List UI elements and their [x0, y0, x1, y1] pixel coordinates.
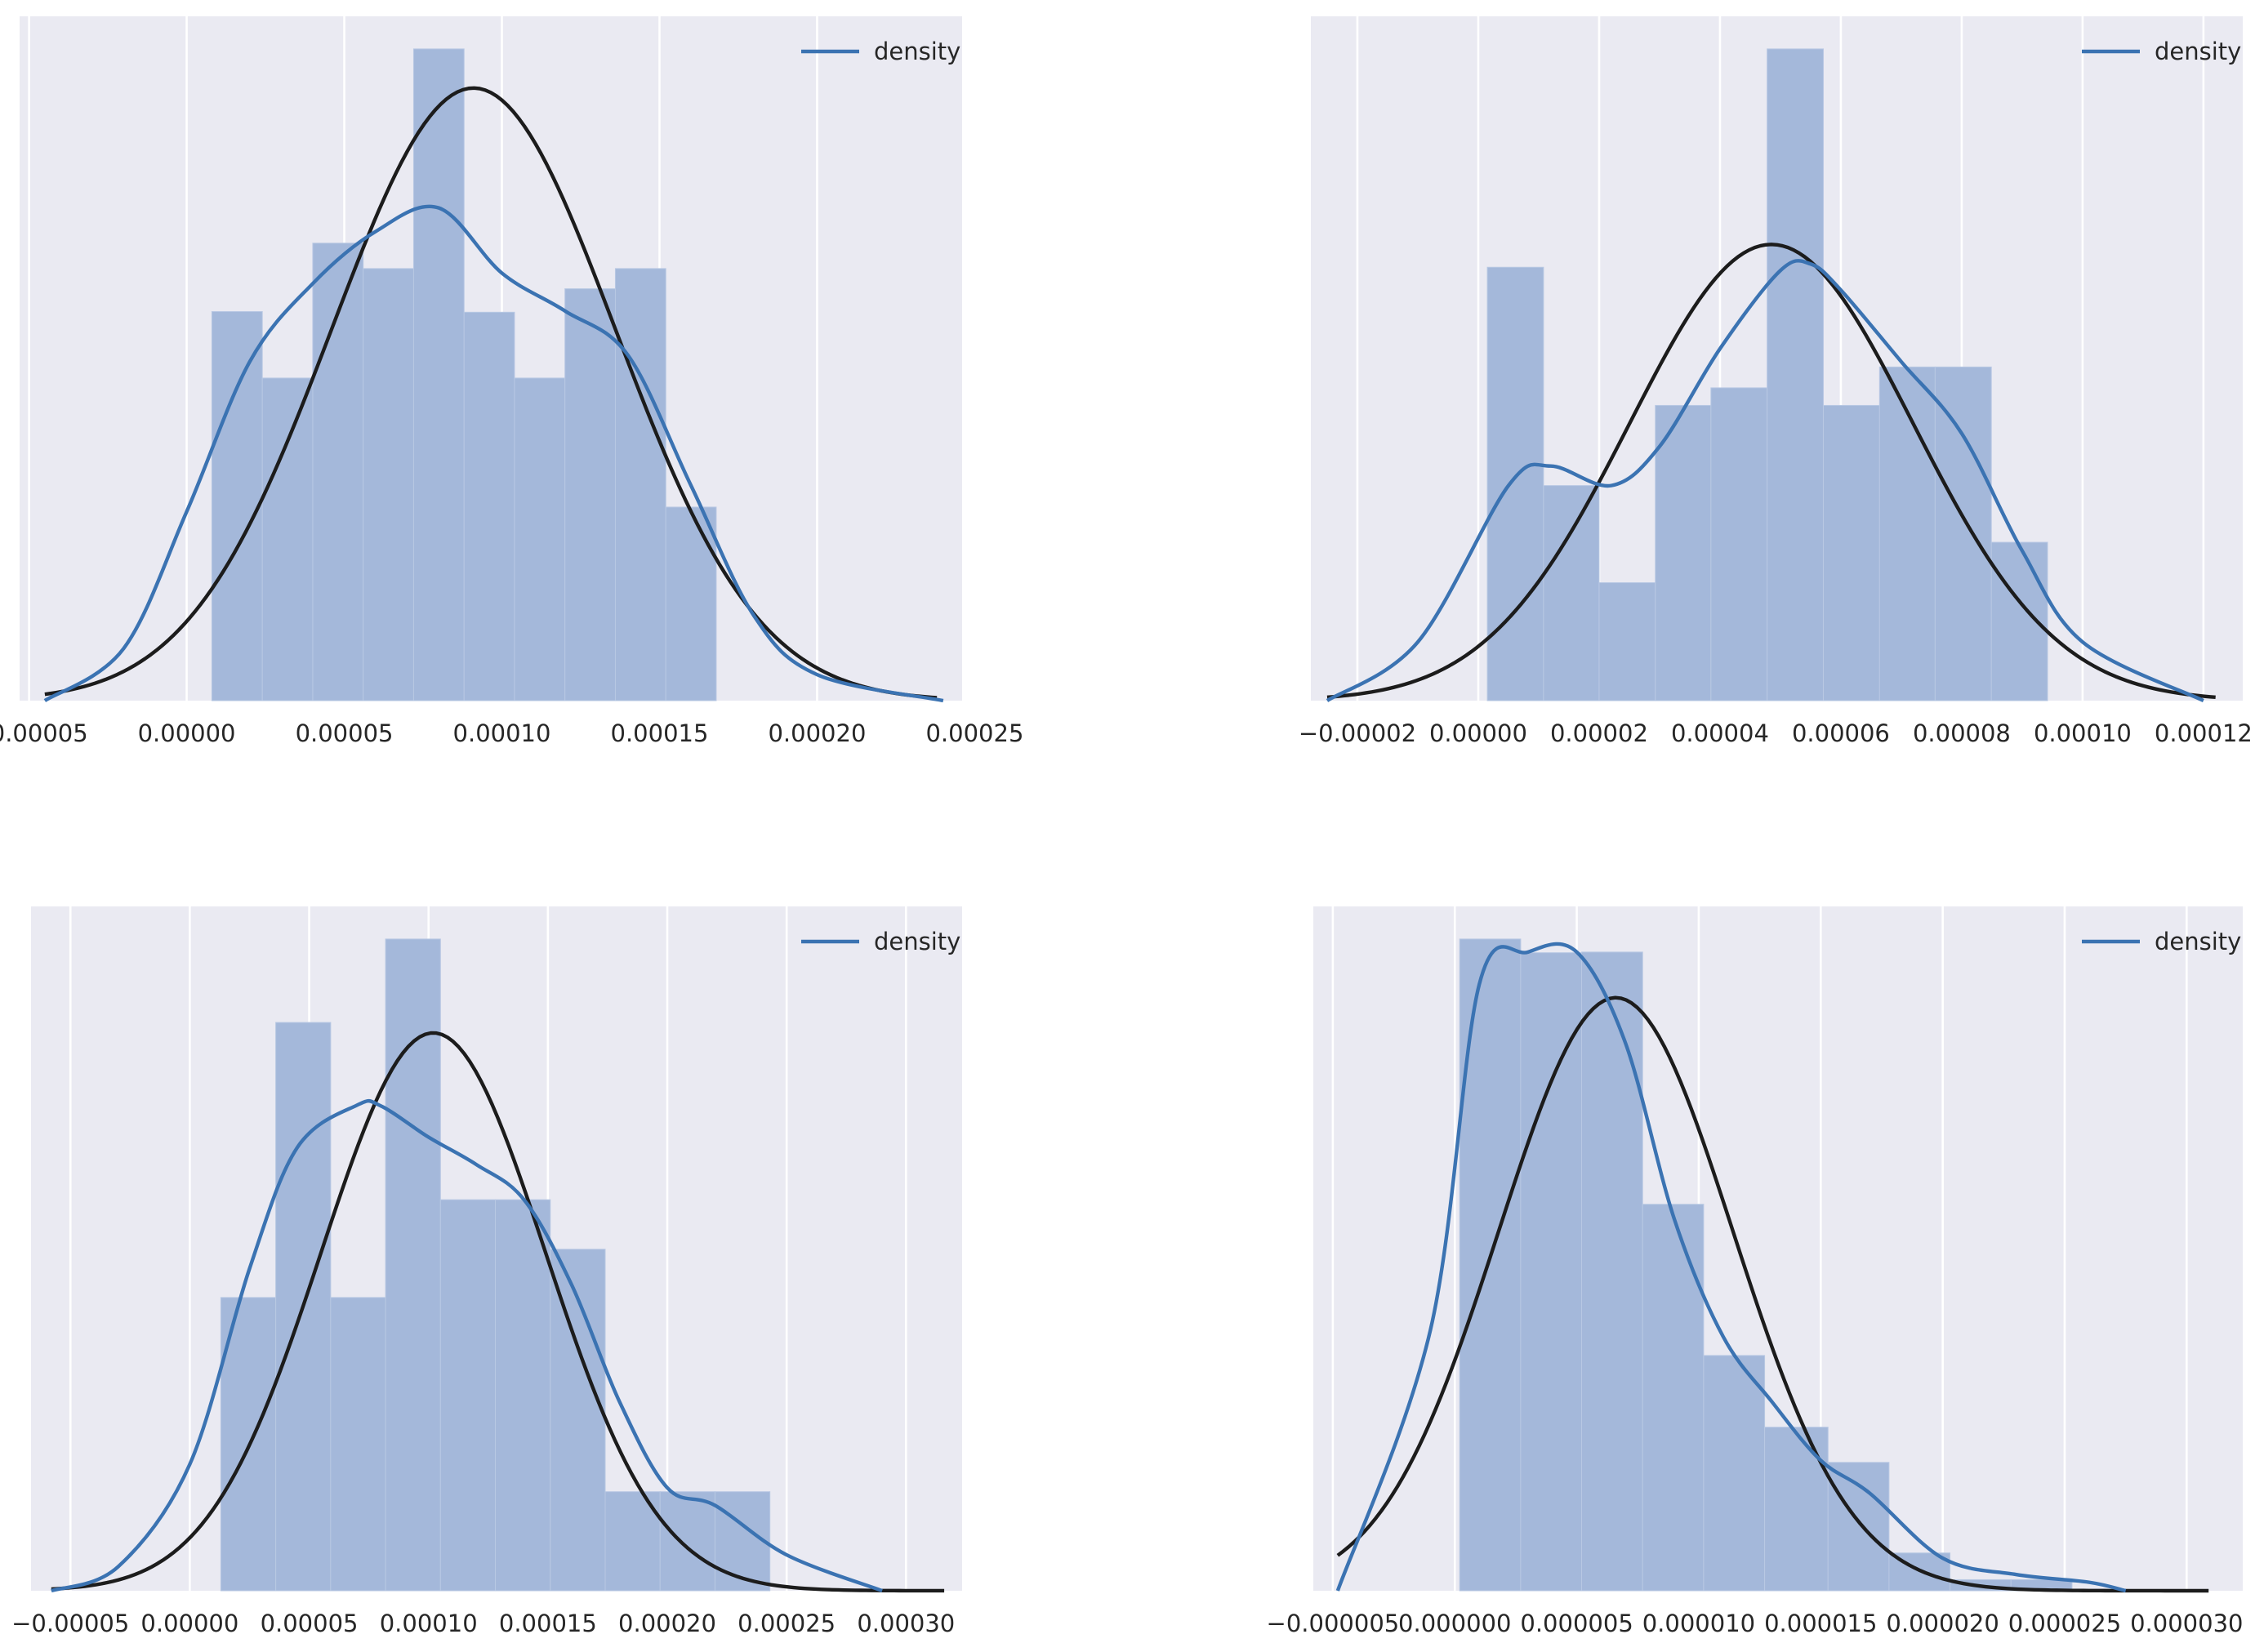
normal-fit-line — [44, 86, 938, 700]
histogram-bar — [412, 48, 465, 701]
histogram-bar — [1827, 1462, 1890, 1592]
x-tick-label: 0.00000 — [140, 1610, 238, 1637]
normal-fit-line — [51, 1031, 945, 1593]
x-tick-label: 0.00005 — [261, 1610, 359, 1637]
x-tick-label: 0.00010 — [453, 719, 551, 747]
histogram-bar — [1767, 48, 1824, 701]
histogram-bar — [211, 311, 263, 701]
normal-fit-line — [1326, 243, 2216, 699]
histogram-bar — [1598, 582, 1656, 701]
histogram-bar — [1581, 951, 1643, 1592]
histogram-bar — [614, 268, 666, 701]
x-tick-label: 0.00006 — [1792, 719, 1890, 747]
x-tick-label: −0.00005 — [0, 719, 88, 747]
x-tick-label: 0.00025 — [738, 1610, 836, 1637]
subplot-top-right: −0.00002 0.00000 0.00002 0.00004 0.00006 0.00… — [1299, 16, 2253, 747]
x-tick-label: 0.00010 — [2034, 719, 2132, 747]
legend-label: density — [874, 928, 960, 955]
x-tick-label: 0.000025 — [2008, 1610, 2121, 1637]
x-tick-label: 0.000015 — [1764, 1610, 1877, 1637]
x-tick-label: 0.00005 — [296, 719, 394, 747]
histogram-bar — [1764, 1427, 1829, 1592]
x-tick-label: 0.00030 — [857, 1610, 955, 1637]
histogram-bar — [385, 938, 441, 1592]
histogram-bar — [550, 1249, 606, 1592]
histogram-bar — [1486, 266, 1544, 701]
legend-label: density — [874, 38, 960, 65]
histogram-bar — [439, 1199, 497, 1592]
x-tick-label: 0.00015 — [499, 1610, 597, 1637]
histogram-bar — [330, 1297, 386, 1592]
histogram-bar — [1703, 1355, 1766, 1592]
x-tick-label: 0.00010 — [380, 1610, 478, 1637]
x-tick-label: 0.00002 — [1550, 719, 1648, 747]
histogram-bar — [1878, 366, 1936, 701]
histogram-bar — [1655, 404, 1712, 701]
x-tick-label: 0.00000 — [1429, 719, 1527, 747]
histogram-bar — [261, 377, 314, 701]
histogram-bar — [363, 268, 414, 701]
subplot-top-left: −0.00005 0.00000 0.00005 0.00010 0.00015 0.00… — [0, 16, 1023, 747]
kde-line — [43, 204, 944, 703]
x-tick-label: 0.00020 — [618, 1610, 716, 1637]
histogram-bar — [514, 377, 566, 701]
normal-fit-line — [1336, 995, 2209, 1593]
x-tick-label: 0.000000 — [1398, 1610, 1511, 1637]
x-tick-label: −0.000005 — [1267, 1610, 1400, 1637]
histogram-bar — [564, 288, 616, 701]
x-tick-label: 0.00025 — [925, 719, 1023, 747]
legend: density — [801, 928, 960, 955]
histogram-bar — [1822, 404, 1880, 701]
histogram-bar — [1642, 1204, 1705, 1592]
x-tick-label: 0.00015 — [611, 719, 709, 747]
kde-line — [51, 1098, 883, 1593]
histogram-bar — [1934, 366, 1992, 701]
kde-line — [1335, 942, 2127, 1593]
legend: density — [2082, 928, 2241, 955]
x-tick-label: 0.000005 — [1520, 1610, 1633, 1637]
legend: density — [801, 38, 960, 65]
histogram-bar — [1520, 952, 1583, 1592]
x-tick-label: −0.00005 — [11, 1610, 129, 1637]
subplot-bottom-left: −0.00005 0.00000 0.00005 0.00010 0.00015 0.00… — [11, 906, 962, 1637]
legend-label: density — [2155, 38, 2241, 65]
histogram-bar — [495, 1199, 551, 1592]
histogram-bar — [714, 1491, 771, 1592]
histogram-bar — [1543, 485, 1600, 701]
x-tick-label: 0.00004 — [1671, 719, 1769, 747]
x-tick-label: 0.00008 — [1913, 719, 2011, 747]
x-tick-label: 0.00000 — [138, 719, 236, 747]
histogram-bar — [1710, 387, 1768, 701]
kde-line — [1326, 259, 2204, 702]
histogram-bar — [659, 1491, 715, 1592]
x-tick-label: 0.00012 — [2155, 719, 2253, 747]
x-tick-label: 0.000020 — [1886, 1610, 1999, 1637]
histogram-bar — [665, 506, 717, 701]
x-tick-label: −0.00002 — [1299, 719, 1416, 747]
x-tick-label: 0.000010 — [1642, 1610, 1755, 1637]
x-tick-label: 0.000030 — [2130, 1610, 2243, 1637]
x-tick-label: 0.00020 — [768, 719, 866, 747]
legend: density — [2082, 38, 2241, 65]
histogram-bar — [463, 311, 515, 701]
legend-label: density — [2155, 928, 2241, 955]
